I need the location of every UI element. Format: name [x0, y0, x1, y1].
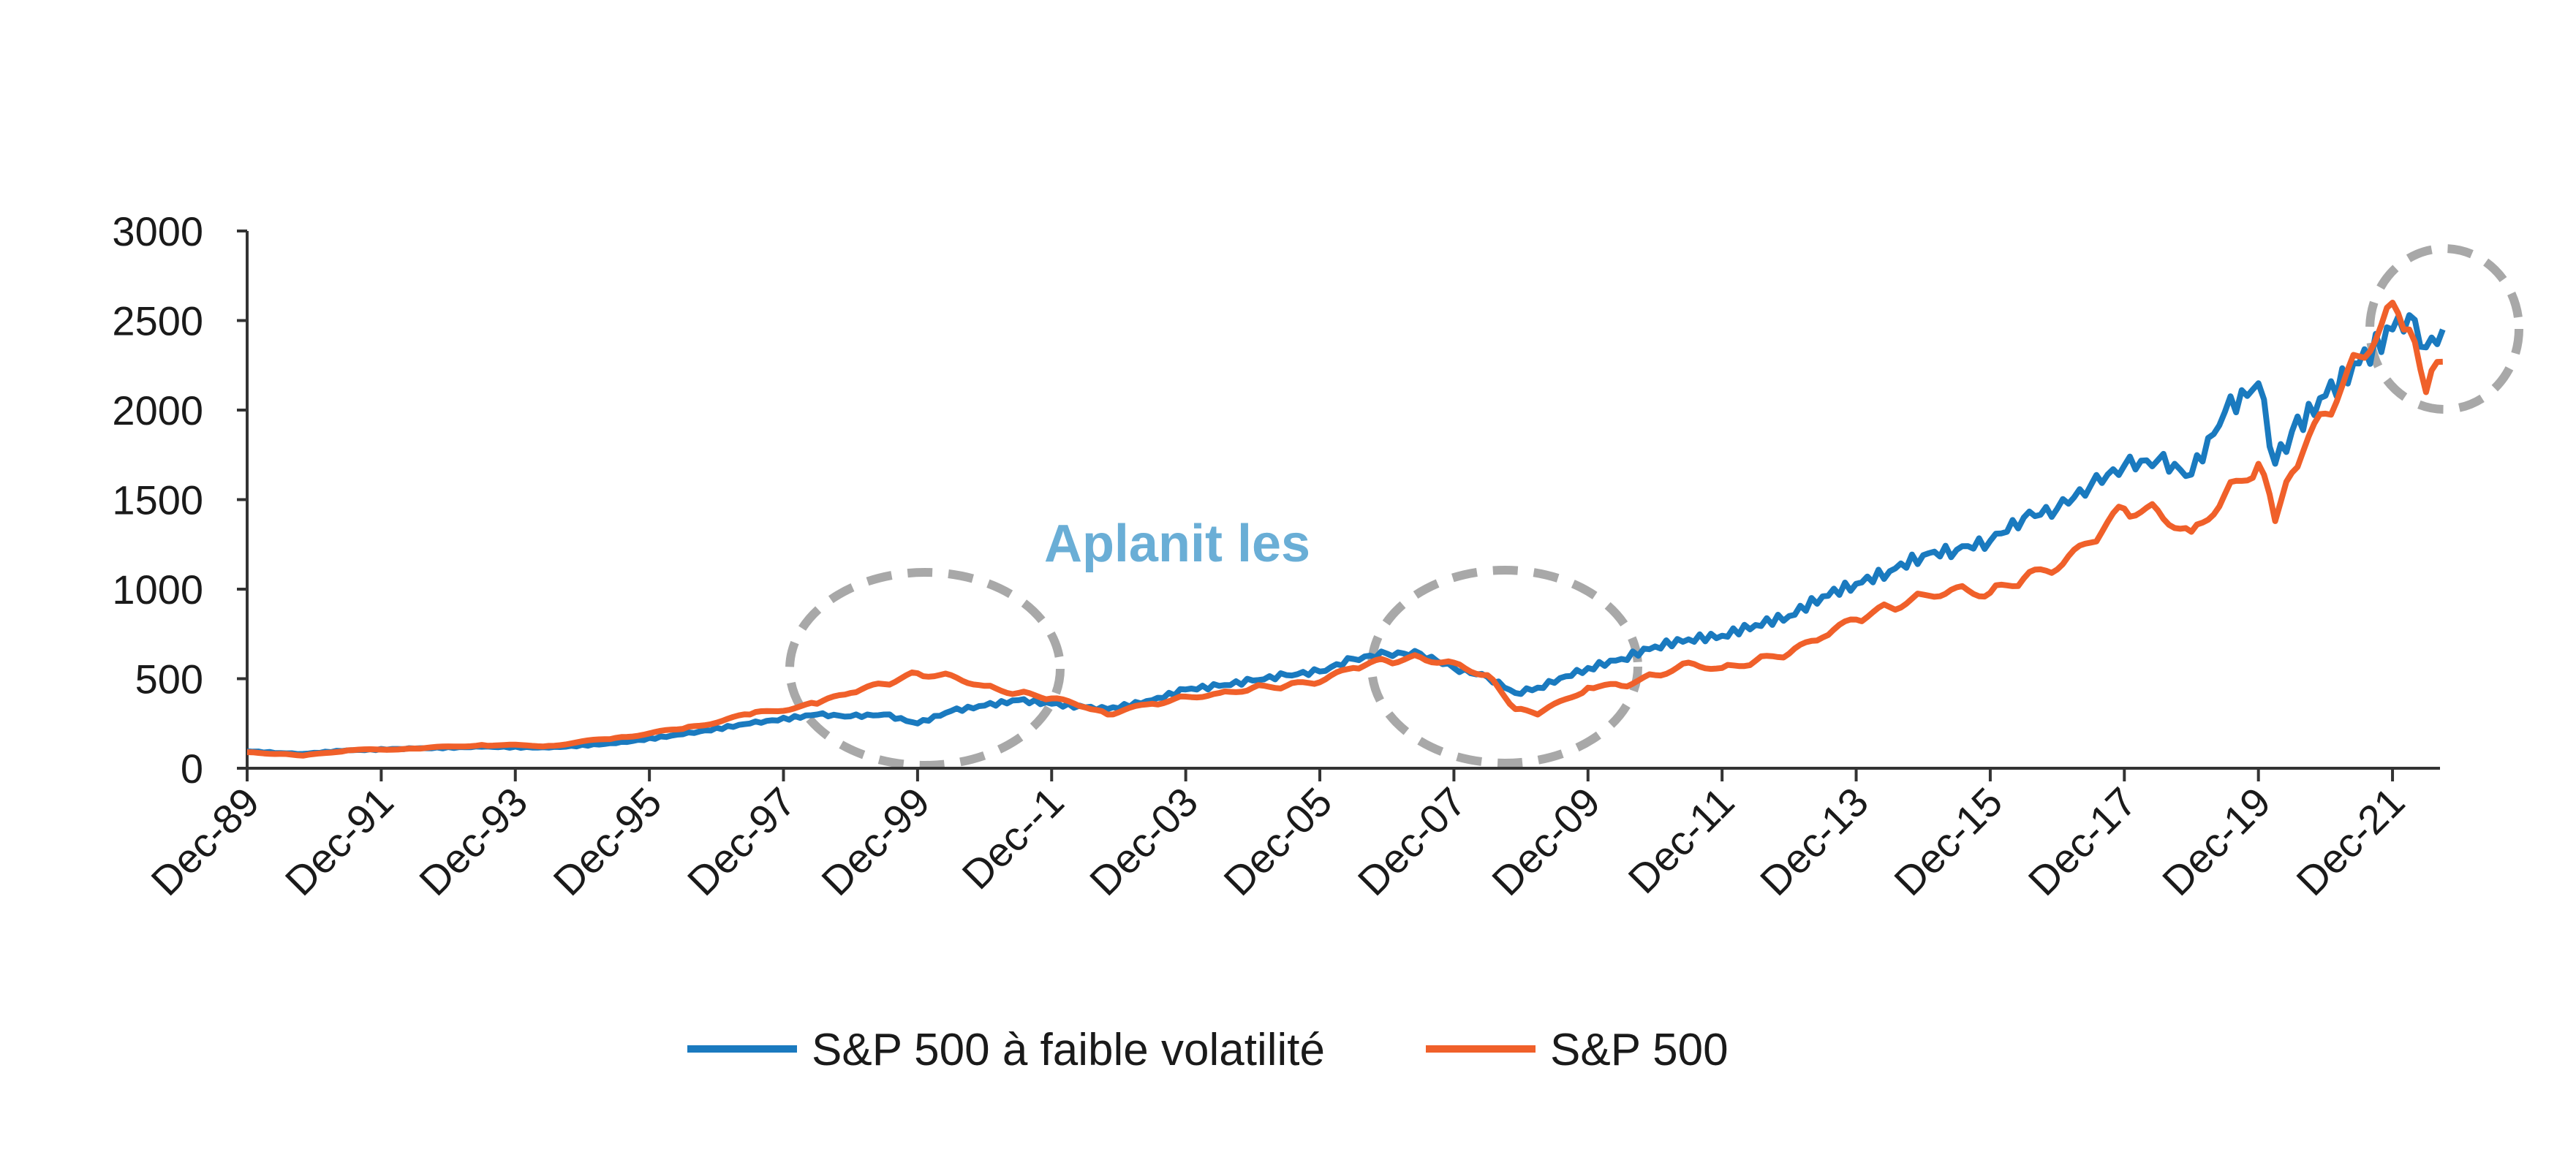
x-tick-label: Dec-95	[544, 778, 670, 904]
x-tick-label: Dec-03	[1081, 778, 1206, 904]
y-tick-label: 2000	[112, 387, 203, 433]
legend-label: S&P 500	[1550, 1025, 1729, 1075]
x-tick-label: Dec-07	[1349, 778, 1475, 904]
series-line-sp500	[246, 300, 2443, 759]
y-tick-label: 3000	[112, 208, 203, 254]
highlight-ellipses	[785, 244, 2523, 770]
y-tick-label: 1500	[112, 477, 203, 523]
legend-label: S&P 500 à faible volatilité	[812, 1025, 1325, 1075]
x-tick-label: Dec-17	[2020, 778, 2145, 904]
highlight-ellipse-1	[785, 568, 1065, 770]
x-tick-label: Dec-15	[1885, 778, 2011, 904]
series-line-low-volatility	[246, 312, 2446, 757]
series-lines	[246, 300, 2446, 759]
x-tick-label: Dec-89	[142, 778, 268, 904]
x-tick-label: Dec-93	[410, 778, 536, 904]
x-tick-label: Dec-11	[1619, 778, 1742, 902]
x-tick-label: Dec-99	[812, 778, 938, 904]
highlight-ellipse-3	[2365, 244, 2523, 414]
x-tick-label: Dec-21	[2287, 778, 2413, 904]
x-tick-label: Dec-19	[2153, 778, 2279, 904]
x-tick-label: Dec-05	[1215, 778, 1340, 904]
y-tick-label: 2500	[112, 298, 203, 344]
x-tick-label: Dec-13	[1751, 778, 1877, 904]
highlight-ellipse-2	[1367, 566, 1642, 768]
y-tick-label: 1000	[112, 566, 203, 613]
y-tick-label: 0	[181, 746, 203, 792]
x-axis: Dec-89 Dec-91 Dec-93 Dec-95 Dec-97 Dec-99 Dec-…	[142, 767, 2440, 904]
x-tick-label: Dec-09	[1483, 778, 1609, 904]
x-tick-label: Dec-97	[679, 778, 804, 904]
x-tick-label: Dec-91	[276, 778, 402, 904]
y-tick-label: 500	[135, 656, 203, 702]
x-tick-label: Dec--1	[953, 778, 1072, 898]
legend: S&P 500 à faible volatilité S&P 500	[687, 1025, 1729, 1075]
y-axis: 0 500 1000 1500 2000 2500 3000	[112, 208, 249, 792]
annotation-text: Aplanit les	[1044, 515, 1310, 573]
